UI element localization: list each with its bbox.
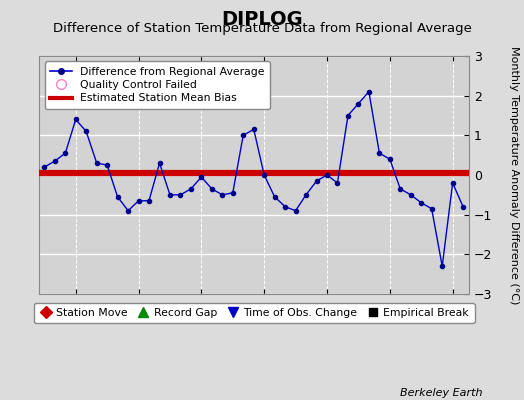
- Text: Berkeley Earth: Berkeley Earth: [400, 388, 482, 398]
- Text: DIPLOG: DIPLOG: [221, 10, 303, 29]
- Y-axis label: Monthly Temperature Anomaly Difference (°C): Monthly Temperature Anomaly Difference (…: [509, 46, 519, 304]
- Text: Difference of Station Temperature Data from Regional Average: Difference of Station Temperature Data f…: [52, 22, 472, 35]
- Legend: Station Move, Record Gap, Time of Obs. Change, Empirical Break: Station Move, Record Gap, Time of Obs. C…: [34, 302, 475, 324]
- Legend: Difference from Regional Average, Quality Control Failed, Estimated Station Mean: Difference from Regional Average, Qualit…: [45, 62, 270, 109]
